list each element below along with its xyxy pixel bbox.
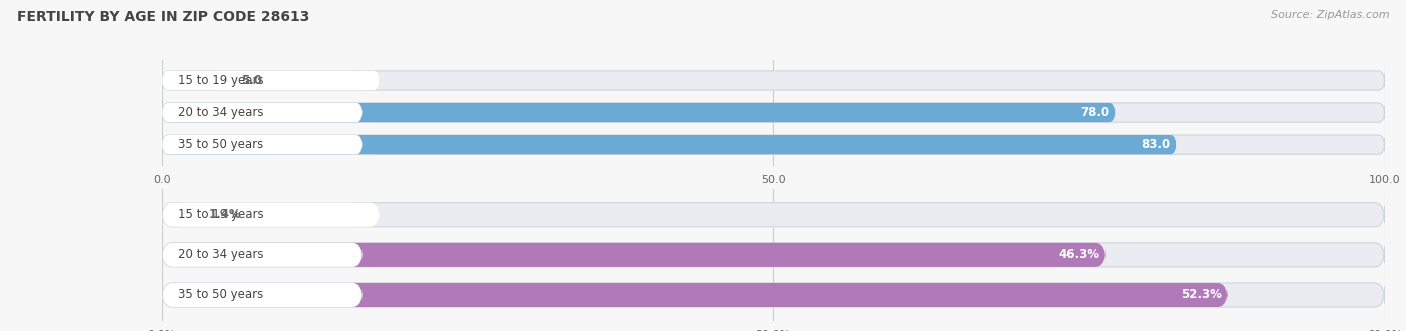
Text: 20 to 34 years: 20 to 34 years <box>179 106 264 119</box>
FancyBboxPatch shape <box>162 71 1385 90</box>
Text: 15 to 19 years: 15 to 19 years <box>179 74 264 87</box>
FancyBboxPatch shape <box>162 203 190 227</box>
Text: 52.3%: 52.3% <box>1181 289 1222 302</box>
FancyBboxPatch shape <box>162 203 380 227</box>
Text: FERTILITY BY AGE IN ZIP CODE 28613: FERTILITY BY AGE IN ZIP CODE 28613 <box>17 10 309 24</box>
FancyBboxPatch shape <box>162 103 1116 122</box>
Text: 5.0: 5.0 <box>242 74 262 87</box>
FancyBboxPatch shape <box>162 71 380 90</box>
Text: 1.4%: 1.4% <box>208 208 242 221</box>
FancyBboxPatch shape <box>162 135 1385 154</box>
Text: 35 to 50 years: 35 to 50 years <box>179 138 263 151</box>
FancyBboxPatch shape <box>162 243 363 267</box>
FancyBboxPatch shape <box>162 203 1385 227</box>
Text: 20 to 34 years: 20 to 34 years <box>179 248 264 261</box>
FancyBboxPatch shape <box>162 135 380 154</box>
Text: 78.0: 78.0 <box>1081 106 1109 119</box>
FancyBboxPatch shape <box>162 243 380 267</box>
Text: 35 to 50 years: 35 to 50 years <box>179 289 263 302</box>
FancyBboxPatch shape <box>162 283 363 307</box>
Text: 15 to 19 years: 15 to 19 years <box>179 208 264 221</box>
FancyBboxPatch shape <box>162 103 363 122</box>
FancyBboxPatch shape <box>162 283 1227 307</box>
FancyBboxPatch shape <box>162 135 363 154</box>
FancyBboxPatch shape <box>162 135 1177 154</box>
FancyBboxPatch shape <box>162 243 1385 267</box>
FancyBboxPatch shape <box>162 103 380 122</box>
Text: Source: ZipAtlas.com: Source: ZipAtlas.com <box>1271 10 1389 20</box>
FancyBboxPatch shape <box>162 71 363 90</box>
FancyBboxPatch shape <box>162 103 1385 122</box>
FancyBboxPatch shape <box>162 283 380 307</box>
FancyBboxPatch shape <box>162 243 1105 267</box>
FancyBboxPatch shape <box>162 283 1385 307</box>
FancyBboxPatch shape <box>162 203 363 227</box>
Text: 46.3%: 46.3% <box>1059 248 1099 261</box>
Text: 83.0: 83.0 <box>1142 138 1171 151</box>
FancyBboxPatch shape <box>162 71 222 90</box>
